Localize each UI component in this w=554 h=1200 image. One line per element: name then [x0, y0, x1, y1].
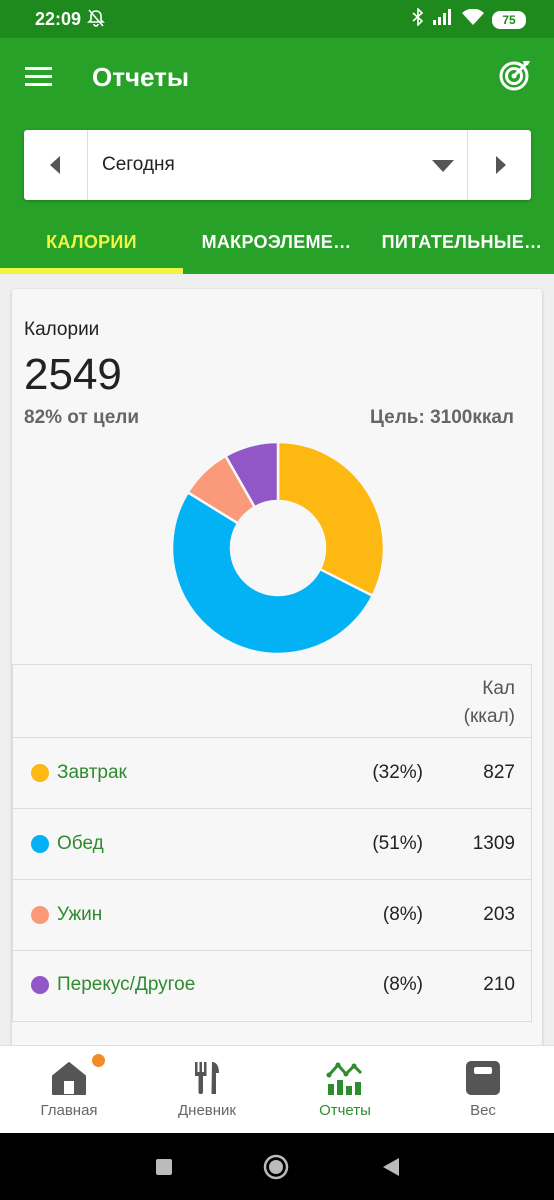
snack-slice	[223, 440, 280, 509]
meal-percent: (32%)	[372, 762, 423, 783]
meal-name: Завтрак	[57, 762, 127, 783]
system-navigation-bar	[0, 1133, 554, 1200]
home-circle-icon[interactable]	[263, 1154, 289, 1180]
calories-total: 2549	[24, 350, 122, 399]
header-line-1: Кал	[482, 678, 515, 699]
calories-donut-chart	[170, 440, 386, 656]
nav-home[interactable]: Главная	[0, 1046, 138, 1134]
nav-label: Отчеты	[319, 1102, 371, 1119]
page-title: Отчеты	[92, 62, 190, 92]
status-bar: 22:09 75	[0, 0, 554, 38]
snack-color-dot	[31, 976, 49, 994]
table-row[interactable]: Завтрак (32%) 827	[13, 738, 531, 809]
nav-label: Дневник	[178, 1102, 236, 1119]
table-row[interactable]: Обед (51%) 1309	[13, 809, 531, 880]
table-header: Кал (ккал)	[13, 665, 531, 738]
bottom-navigation: Главная Дневник Отчеты Вес	[0, 1045, 554, 1134]
nav-diary[interactable]: Дневник	[138, 1046, 276, 1134]
scale-icon	[466, 1061, 500, 1095]
calories-column-header: Кал (ккал)	[464, 675, 515, 731]
nav-reports[interactable]: Отчеты	[276, 1046, 414, 1134]
wifi-icon	[462, 8, 484, 30]
meal-calories: 827	[483, 762, 515, 783]
header-line-2: (ккал)	[463, 706, 515, 727]
meal-calories: 1309	[472, 833, 515, 854]
battery-indicator: 75	[492, 10, 526, 29]
bluetooth-icon	[412, 7, 424, 31]
next-day-button[interactable]	[467, 130, 531, 200]
signal-icon	[432, 9, 454, 30]
previous-day-button[interactable]	[24, 130, 88, 200]
table-row[interactable]: Ужин (8%) 203	[13, 880, 531, 951]
nav-weight[interactable]: Вес	[414, 1046, 552, 1134]
breakfast-color-dot	[31, 764, 49, 782]
dinner-color-dot	[31, 906, 49, 924]
meal-calories: 203	[483, 904, 515, 925]
calories-label: Калории	[24, 319, 100, 340]
nav-label: Вес	[470, 1102, 496, 1119]
home-icon	[52, 1062, 86, 1095]
meal-percent: (8%)	[382, 974, 423, 995]
meal-breakdown-table: Кал (ккал) Завтрак (32%) 827 Обед (51%) …	[12, 664, 532, 1022]
date-selector[interactable]: Сегодня	[102, 154, 175, 175]
date-picker: Сегодня	[24, 130, 531, 200]
meal-name: Перекус/Другое	[57, 974, 196, 995]
goal-target-icon[interactable]	[498, 58, 532, 97]
tab-indicator	[0, 268, 183, 274]
fork-knife-icon	[195, 1062, 219, 1094]
notifications-muted-icon	[86, 8, 106, 33]
tab-macros[interactable]: МАКРОЭЛЕМЕ…	[201, 232, 352, 252]
meal-name: Ужин	[57, 904, 103, 925]
meal-calories: 210	[483, 974, 515, 995]
notification-badge	[92, 1054, 105, 1067]
nav-label: Главная	[40, 1102, 98, 1119]
breakfast-slice	[276, 440, 386, 598]
hamburger-menu-icon[interactable]	[25, 66, 53, 93]
tab-nutrients[interactable]: ПИТАТЕЛЬНЫЕ…	[381, 232, 543, 252]
meal-name: Обед	[57, 833, 104, 854]
calorie-goal: Цель: 3100ккал	[370, 407, 514, 428]
chevron-right-icon	[496, 156, 506, 174]
dropdown-caret-icon[interactable]	[432, 160, 454, 172]
percent-of-goal: 82% от цели	[24, 407, 140, 428]
reports-chart-icon	[326, 1062, 363, 1095]
table-row[interactable]: Перекус/Другое (8%) 210	[13, 950, 531, 1020]
lunch-slice	[170, 490, 375, 656]
meal-percent: (8%)	[382, 904, 423, 925]
tab-calories[interactable]: КАЛОРИИ	[46, 232, 137, 252]
report-tabs: КАЛОРИИ МАКРОЭЛЕМЕ… ПИТАТЕЛЬНЫЕ…	[0, 203, 554, 274]
recents-icon[interactable]	[155, 1158, 173, 1176]
back-icon[interactable]	[382, 1157, 400, 1177]
lunch-color-dot	[31, 835, 49, 853]
chevron-left-icon	[50, 156, 60, 174]
meal-percent: (51%)	[372, 833, 423, 854]
status-time: 22:09	[35, 9, 82, 29]
